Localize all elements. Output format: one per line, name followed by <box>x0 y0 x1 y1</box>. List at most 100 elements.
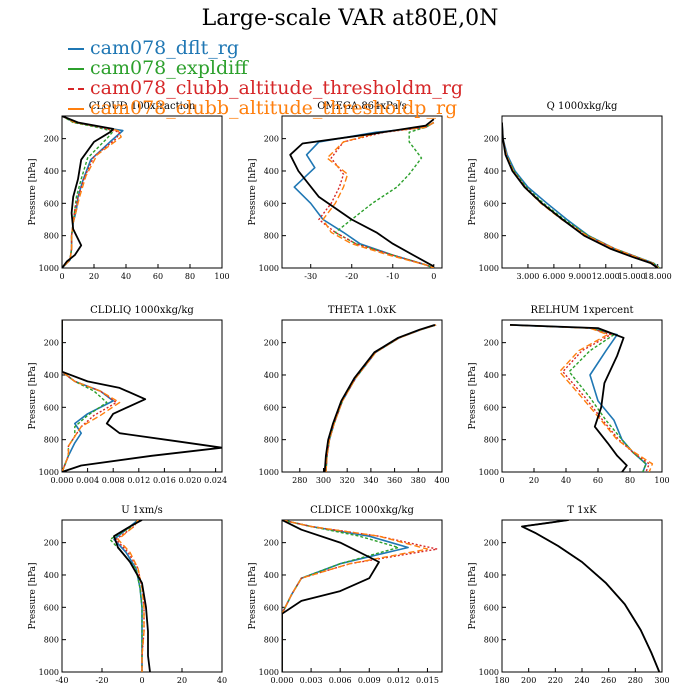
legend-label-dflt: cam078_dflt_rg <box>90 37 239 59</box>
series-line-obs <box>62 320 222 472</box>
x-tick-label: 320 <box>340 476 355 485</box>
series-line-cam078_dflt_rg <box>293 121 435 268</box>
x-tick-label: 40 <box>121 272 131 281</box>
panel-frame <box>61 319 223 473</box>
y-tick-label: 200 <box>44 135 59 144</box>
panel-title: U 1xm/s <box>121 505 163 516</box>
panel-title: RELHUM 1xpercent <box>530 305 633 316</box>
legend-swatch-thresholdm <box>68 88 84 90</box>
series-line-cam078_dflt_rg <box>62 320 114 472</box>
x-tick-label: 60 <box>153 272 163 281</box>
y-tick-label: 1000 <box>259 468 279 477</box>
series-line-cam078_dflt_rg <box>113 520 143 672</box>
series-group <box>62 116 124 268</box>
panel-8: CLDICE 1000xkg/kg 200 400 600 800 1000 Pressur… <box>248 505 443 685</box>
y-tick-label: 600 <box>44 199 59 208</box>
y-axis-label: Pressure [hPa] <box>28 362 38 429</box>
series-group <box>502 122 660 268</box>
legend-swatch-expldiff <box>68 68 84 70</box>
x-tick-label: 0.016 <box>153 476 176 485</box>
panel-4: CLDLIQ 1000xkg/kg 200 400 600 800 1000 Pressur… <box>28 305 227 485</box>
y-tick-label: 1000 <box>39 264 59 273</box>
legend-label-thresholdm: cam078_clubb_altitude_thresholdm_rg <box>90 77 464 99</box>
x-tick-label: 240 <box>574 676 589 685</box>
x-tick-label: -10 <box>386 272 399 281</box>
series-line-obs <box>323 324 436 472</box>
series-line-cam078_expldiff <box>502 122 660 268</box>
y-tick-label: 1000 <box>479 468 499 477</box>
x-tick-label: 0.020 <box>179 476 202 485</box>
series-line-cam078_expldiff <box>509 324 647 472</box>
panel-frame <box>281 319 443 473</box>
x-tick-label: 0.009 <box>358 676 381 685</box>
y-tick-label: 400 <box>264 167 279 176</box>
y-tick-label: 200 <box>264 339 279 348</box>
series-line-cam078_clubb_altitude_thresholdp_rg <box>282 520 429 672</box>
y-tick-label: 200 <box>264 135 279 144</box>
series-line-cam078_clubb_altitude_thresholdp_rg <box>509 324 654 472</box>
y-tick-label: 400 <box>264 371 279 380</box>
x-tick-label: 300 <box>316 476 331 485</box>
x-tick-label: 0.015 <box>416 676 439 685</box>
x-tick-label: 280 <box>628 676 643 685</box>
series-line-cam078_clubb_altitude_thresholdm_rg <box>282 520 438 672</box>
y-tick-label: 400 <box>264 571 279 580</box>
y-tick-label: 200 <box>44 539 59 548</box>
panel-frame <box>281 115 443 269</box>
series-line-cam078_expldiff <box>62 116 114 268</box>
x-tick-label: 20 <box>529 476 539 485</box>
y-tick-label: 200 <box>484 135 499 144</box>
x-tick-label: 0 <box>431 272 436 281</box>
y-tick-label: 800 <box>44 636 59 645</box>
x-tick-label: 0.024 <box>204 476 227 485</box>
panel-1: CLOUD 100xfraction2004006008001000Pressu… <box>28 101 230 281</box>
series-line-cam078_expldiff <box>521 520 660 672</box>
x-tick-label: 40 <box>561 476 571 485</box>
y-axis-label: Pressure [hPa] <box>28 562 38 629</box>
y-tick-label: 1000 <box>39 468 59 477</box>
series-group <box>62 320 222 472</box>
x-tick-label: 9.000 <box>568 272 591 281</box>
x-tick-label: 40 <box>217 676 227 685</box>
y-tick-label: 800 <box>484 232 499 241</box>
panel-title: OMEGA 864xPa/s <box>317 101 407 112</box>
panel-title: THETA 1.0xK <box>328 305 397 316</box>
x-tick-label: 200 <box>521 676 536 685</box>
x-tick-label: 60 <box>593 476 603 485</box>
x-tick-label: -20 <box>96 676 109 685</box>
series-line-cam078_expldiff <box>109 520 143 672</box>
x-tick-label: -40 <box>56 676 69 685</box>
series-line-obs <box>62 116 115 268</box>
x-tick-label: 0.004 <box>76 476 99 485</box>
series-line-cam078_clubb_altitude_thresholdm_rg <box>509 324 650 472</box>
y-tick-label: 200 <box>264 539 279 548</box>
series-line-cam078_dflt_rg <box>502 122 660 268</box>
series-group <box>282 520 438 672</box>
series-line-cam078_clubb_altitude_thresholdm_rg <box>62 116 121 268</box>
series-line-cam078_dflt_rg <box>282 520 409 672</box>
panel-title: CLOUD 100xfraction <box>89 101 196 112</box>
x-tick-label: 220 <box>548 676 563 685</box>
y-tick-label: 600 <box>484 403 499 412</box>
series-line-cam078_clubb_altitude_thresholdm_rg <box>115 520 145 672</box>
panel-frame <box>281 519 443 673</box>
y-axis-label: Pressure [hPa] <box>468 158 478 225</box>
x-tick-label: 18.000 <box>644 272 672 281</box>
legend-swatch-dflt <box>68 48 84 50</box>
x-tick-label: 260 <box>601 676 616 685</box>
legend-item-dflt: cam078_dflt_rg <box>68 38 463 58</box>
x-tick-label: 0.012 <box>127 476 150 485</box>
series-line-cam078_dflt_rg <box>521 520 661 672</box>
series-group <box>289 118 435 268</box>
series-line-obs <box>502 122 659 268</box>
panel-9: T 1xK 200 400 600 800 1000 Pressure [hPa] 180 20… <box>468 505 670 685</box>
y-tick-label: 400 <box>484 167 499 176</box>
panel-frame <box>501 319 663 473</box>
series-line-cam078_clubb_altitude_thresholdm_rg <box>521 520 660 672</box>
series-line-cam078_clubb_altitude_thresholdm_rg <box>318 121 435 268</box>
x-tick-label: 300 <box>654 676 669 685</box>
series-line-cam078_dflt_rg <box>509 324 647 472</box>
series-line-cam078_expldiff <box>282 520 400 672</box>
x-tick-label: 0 <box>139 676 144 685</box>
